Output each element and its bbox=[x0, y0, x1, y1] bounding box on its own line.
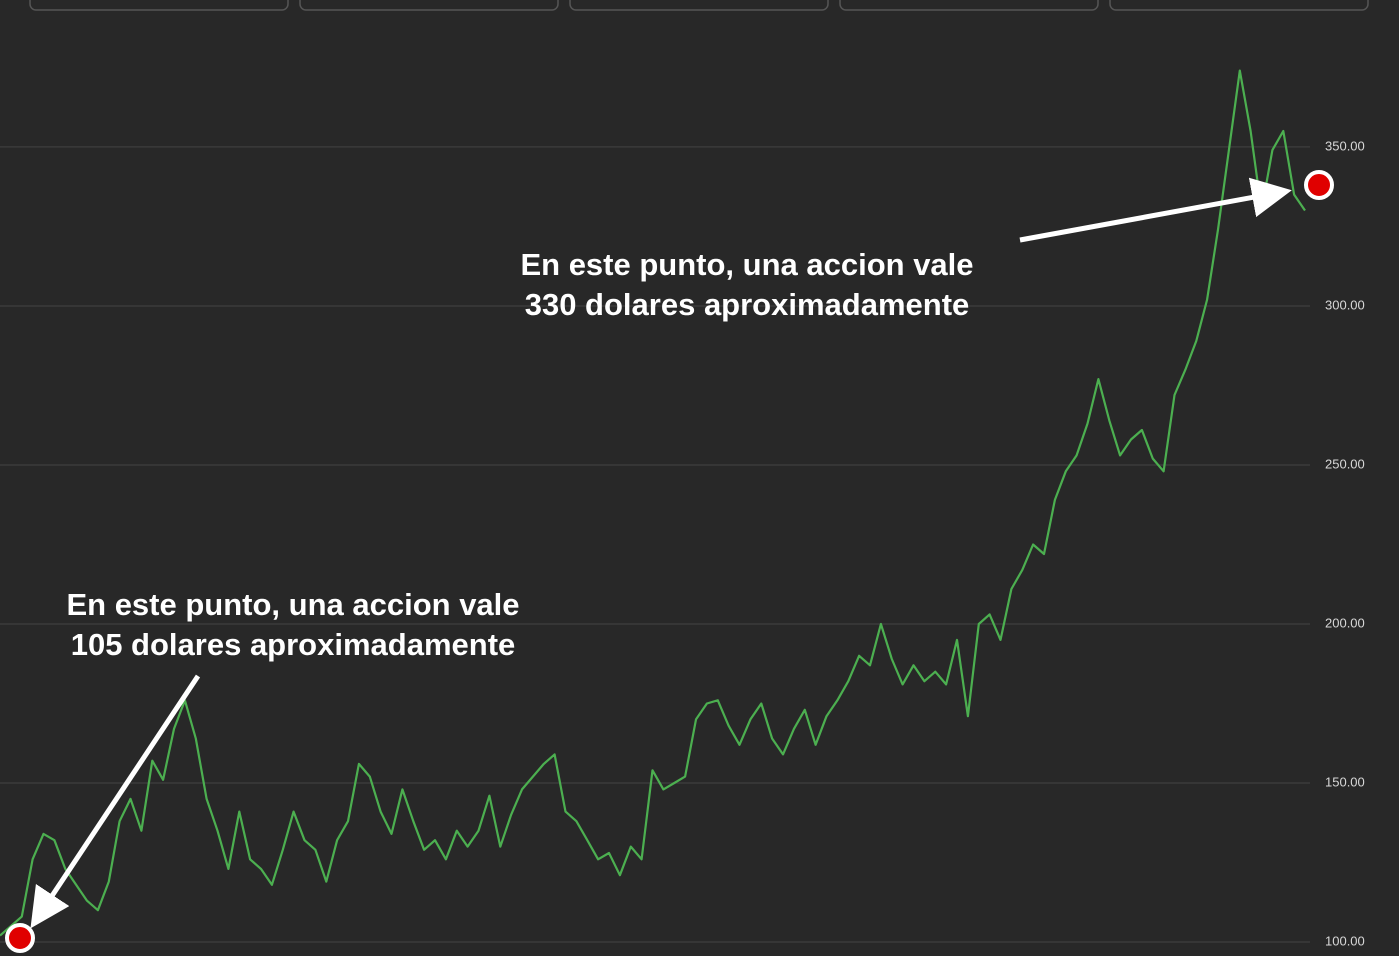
y-tick-label: 150.00 bbox=[1325, 774, 1365, 789]
point-marker bbox=[5, 923, 35, 953]
tab[interactable] bbox=[839, 0, 1099, 11]
grid: 100.00 150.00 200.00 250.00 300.00 350.00 bbox=[0, 138, 1365, 948]
annotation: En este punto, una accion vale 330 dolar… bbox=[520, 247, 973, 322]
y-tick-label: 200.00 bbox=[1325, 615, 1365, 630]
y-tick-label: 250.00 bbox=[1325, 456, 1365, 471]
tabs bbox=[29, 0, 1369, 11]
y-tick-label: 100.00 bbox=[1325, 933, 1365, 948]
tab[interactable] bbox=[299, 0, 559, 11]
tab[interactable] bbox=[1109, 0, 1369, 11]
annotation-text: En este punto, una accion vale bbox=[520, 247, 973, 282]
point-marker bbox=[1304, 170, 1334, 200]
annotation-text: 330 dolares aproximadamente bbox=[525, 287, 970, 322]
y-tick-label: 300.00 bbox=[1325, 297, 1365, 312]
price-line bbox=[0, 69, 1306, 937]
plot bbox=[0, 69, 1306, 937]
tab[interactable] bbox=[569, 0, 829, 11]
annotation-text: En este punto, una accion vale bbox=[66, 587, 519, 622]
tab[interactable] bbox=[29, 0, 289, 11]
arrow bbox=[1019, 177, 1292, 243]
annotation-text: 105 dolares aproximadamente bbox=[71, 627, 516, 662]
y-tick-label: 350.00 bbox=[1325, 138, 1365, 153]
markers bbox=[5, 170, 1334, 953]
annotation: En este punto, una accion vale 105 dolar… bbox=[66, 587, 519, 662]
arrow bbox=[30, 674, 201, 929]
